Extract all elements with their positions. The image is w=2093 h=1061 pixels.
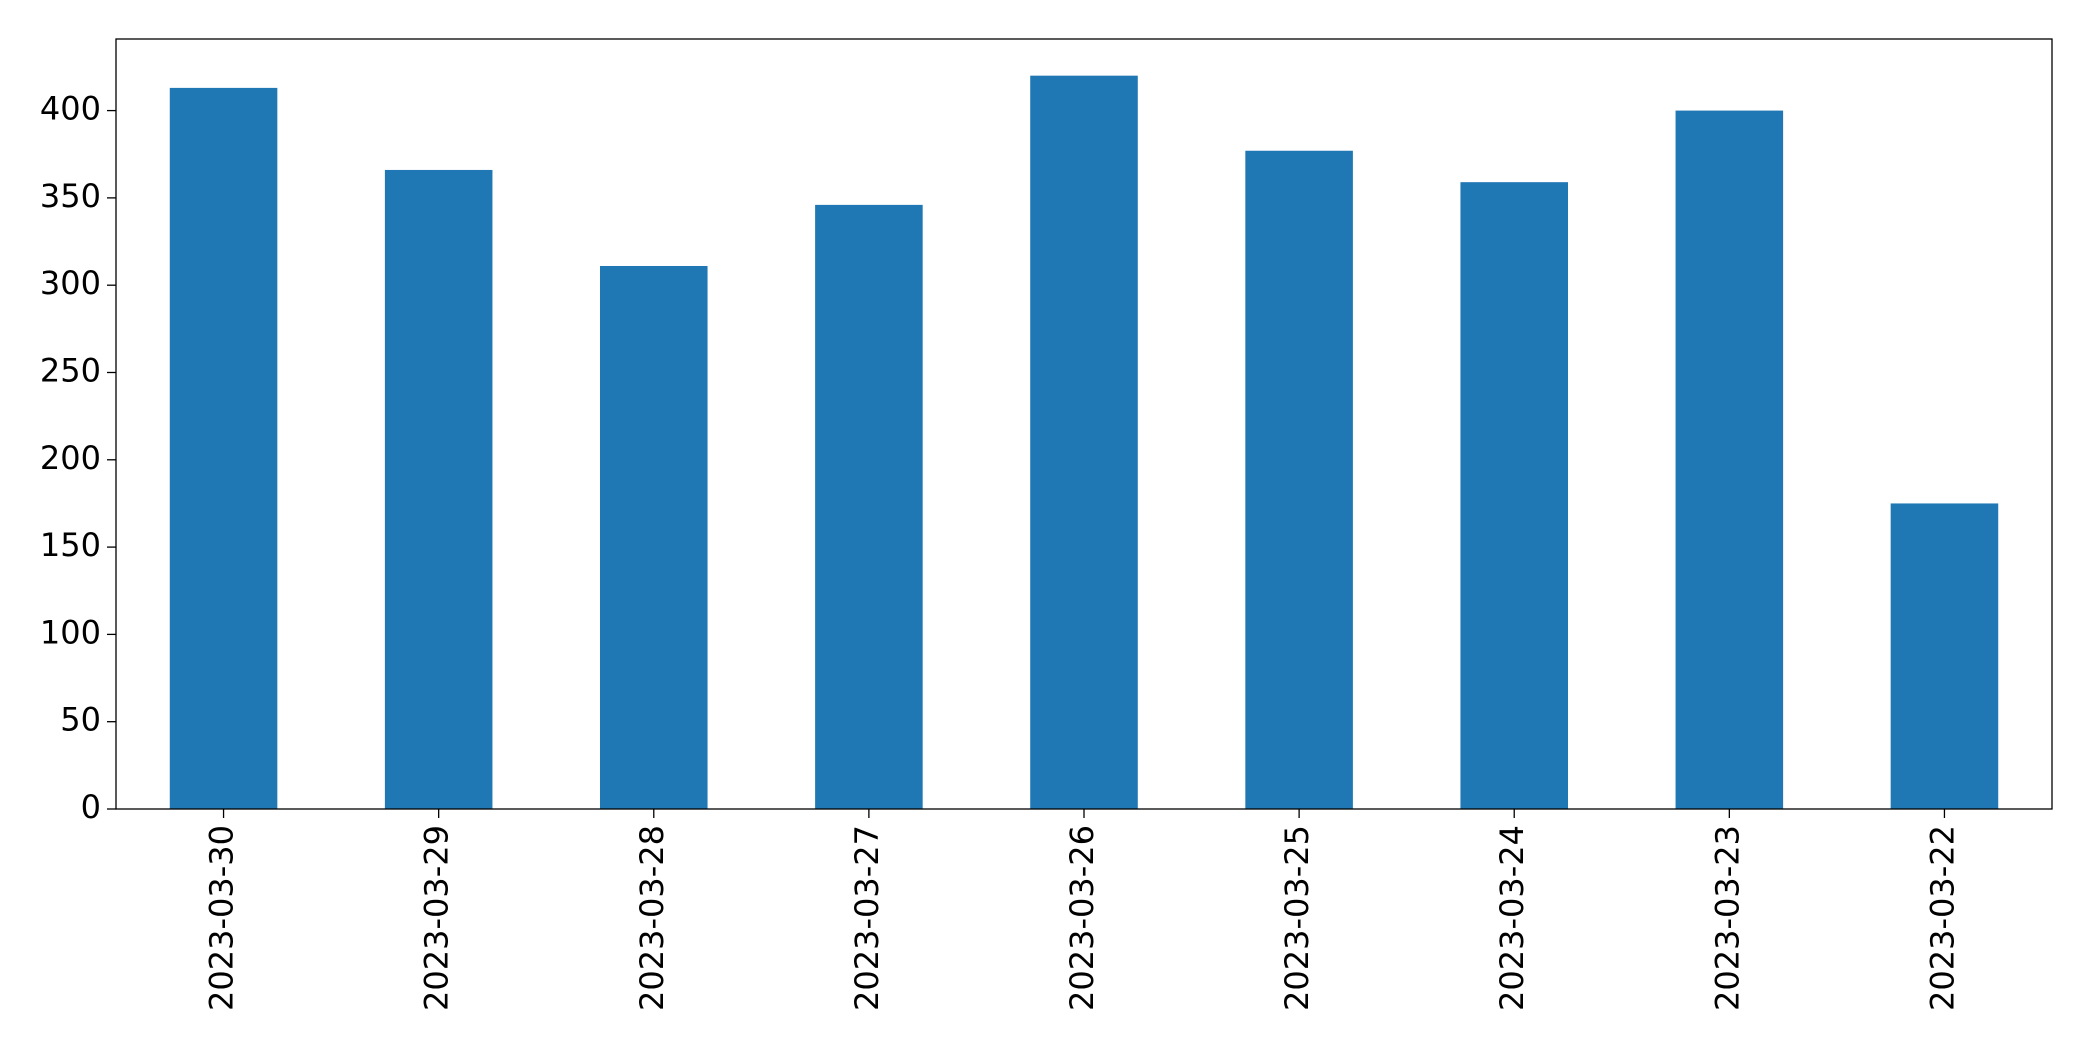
x-tick-label: 2023-03-29 — [418, 825, 456, 1011]
y-tick-label: 0 — [81, 788, 101, 826]
y-tick-label: 300 — [40, 264, 101, 302]
y-tick-label: 200 — [40, 439, 101, 477]
bar — [1030, 75, 1138, 809]
bar — [1245, 150, 1353, 809]
x-tick-label: 2023-03-27 — [848, 825, 886, 1011]
x-tick-label: 2023-03-30 — [203, 825, 241, 1011]
x-tick-label: 2023-03-22 — [1923, 825, 1961, 1011]
x-tick-label: 2023-03-23 — [1708, 825, 1746, 1011]
bar — [815, 204, 923, 809]
x-tick-label: 2023-03-28 — [633, 825, 671, 1011]
y-tick-label: 50 — [60, 701, 101, 739]
y-tick-label: 350 — [40, 177, 101, 215]
x-tick-label: 2023-03-26 — [1063, 825, 1101, 1011]
bar — [1675, 110, 1784, 810]
y-tick-label: 150 — [40, 526, 101, 564]
plot-frame — [115, 38, 2053, 810]
bar — [1460, 182, 1568, 809]
x-tick-label: 2023-03-24 — [1493, 825, 1531, 1011]
bar — [384, 169, 493, 809]
bar — [1890, 503, 1999, 809]
y-tick-label: 400 — [40, 90, 101, 128]
x-tick-label: 2023-03-25 — [1278, 825, 1316, 1011]
y-tick-label: 100 — [40, 613, 101, 651]
bar — [600, 265, 708, 809]
bar — [169, 87, 278, 809]
y-tick-label: 250 — [40, 351, 101, 389]
